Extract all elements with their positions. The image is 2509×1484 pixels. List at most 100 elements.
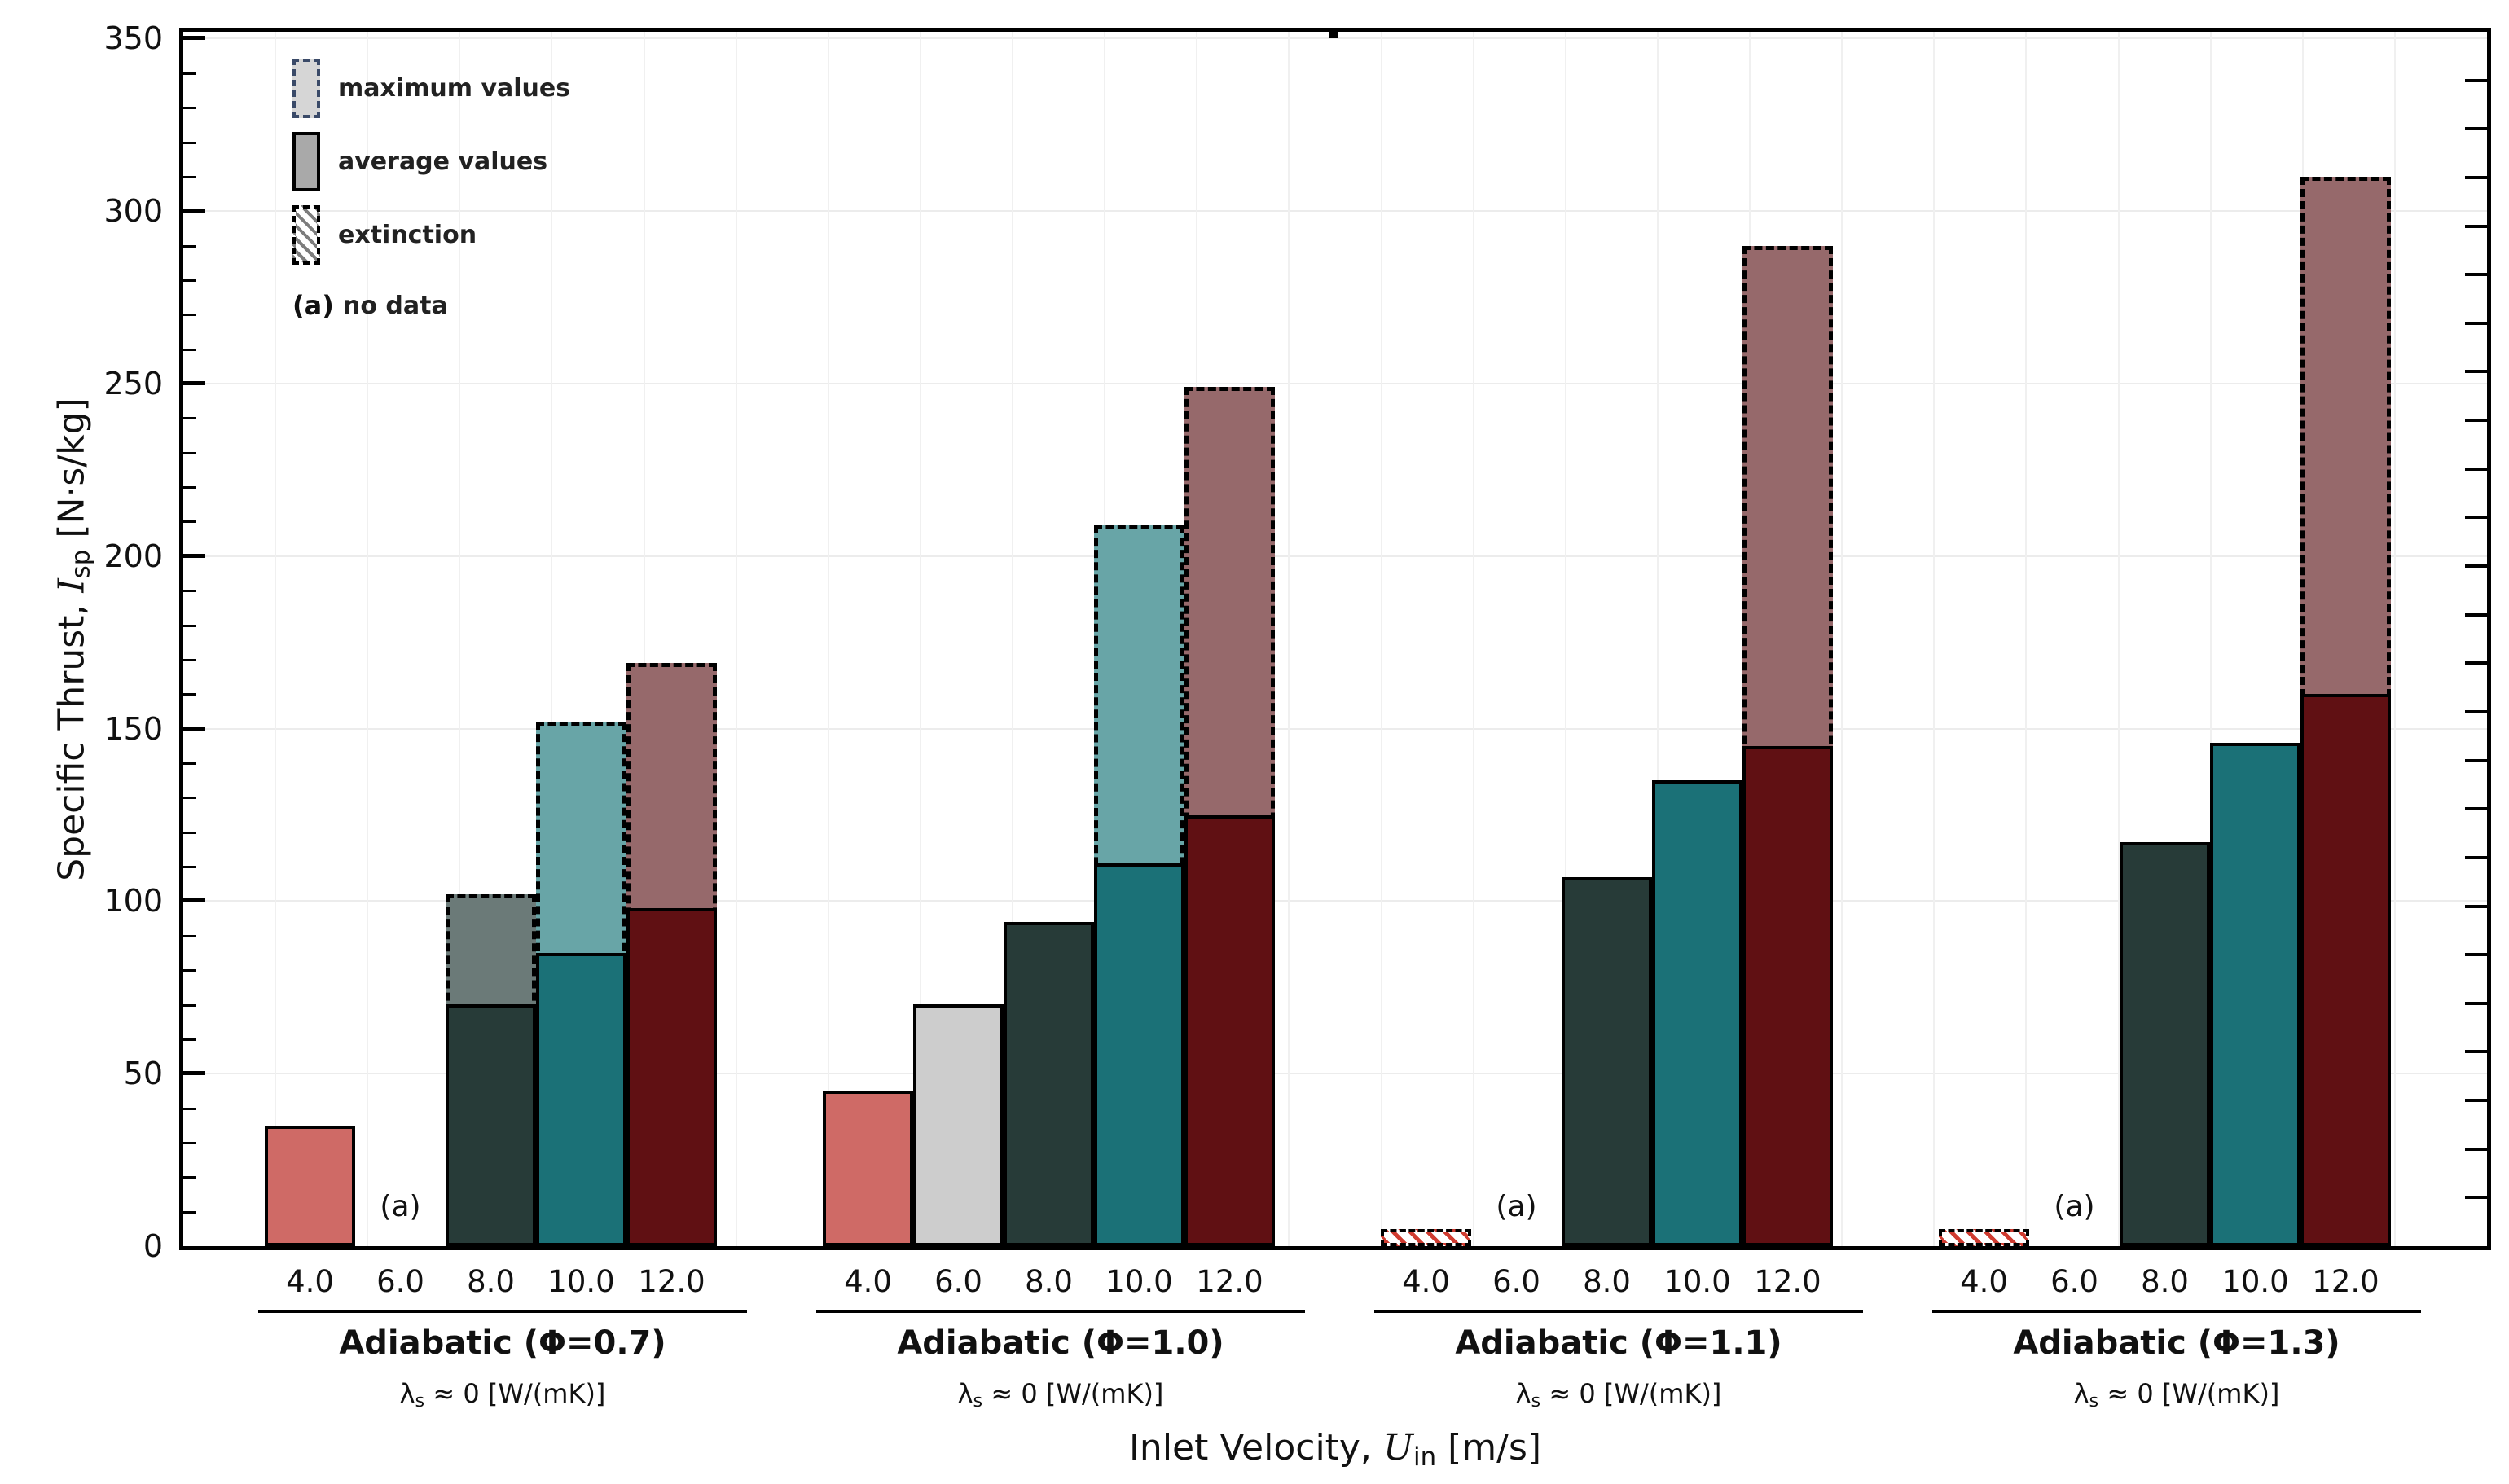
average-value-bar[interactable] <box>823 1091 913 1246</box>
average-value-bar[interactable] <box>2120 842 2210 1246</box>
average-value-bar[interactable] <box>1742 746 1833 1246</box>
vertical-gridline <box>919 32 921 1246</box>
y-right-tick <box>2465 1050 2487 1054</box>
average-value-bar[interactable] <box>1004 922 1094 1246</box>
x-tick-label: 10.0 <box>547 1264 615 1299</box>
y-right-tick <box>2465 1196 2487 1200</box>
y-minor-tick <box>183 141 196 144</box>
condition-text: s <box>1531 1390 1541 1412</box>
x-title-symbol: U <box>1382 1427 1414 1469</box>
y-minor-tick <box>183 107 196 110</box>
y-right-tick <box>2465 564 2487 569</box>
extinction-bar[interactable] <box>1381 1229 1471 1246</box>
horizontal-gridline <box>183 555 2487 557</box>
average-value-bar[interactable] <box>265 1126 355 1246</box>
y-minor-tick <box>183 1003 196 1007</box>
group-label: Adiabatic (Φ=1.1) <box>1455 1324 1782 1362</box>
vertical-gridline <box>367 32 369 1246</box>
y-right-tick <box>2465 321 2487 325</box>
group-condition-label: λs ≈ 0 [W/(mK)] <box>958 1378 1164 1412</box>
average-value-bar[interactable] <box>536 953 626 1246</box>
condition-text: λ <box>399 1378 415 1409</box>
y-right-tick <box>2465 807 2487 811</box>
y-minor-tick <box>183 1141 196 1144</box>
vertical-gridline <box>2209 32 2212 1246</box>
extinction-bar[interactable] <box>1939 1229 2029 1246</box>
legend: maximum values average values extinction… <box>292 59 570 321</box>
x-tick-label: 8.0 <box>1583 1264 1631 1299</box>
y-minor-tick <box>183 831 196 834</box>
y-minor-tick <box>183 1107 196 1110</box>
bar-group <box>823 32 1275 1246</box>
legend-item-extinction: extinction <box>292 205 570 265</box>
group-underline <box>816 1310 1305 1313</box>
x-tick-label: 4.0 <box>286 1264 334 1299</box>
average-value-bar[interactable] <box>1094 863 1184 1246</box>
y-minor-tick <box>183 1038 196 1041</box>
y-minor-tick <box>183 175 196 178</box>
vertical-gridline <box>459 32 461 1246</box>
condition-text: ≈ 0 [W/(mK)] <box>2098 1378 2280 1409</box>
average-value-bar[interactable] <box>626 908 717 1246</box>
average-value-bar[interactable] <box>2210 743 2300 1246</box>
x-tick-label: 6.0 <box>934 1264 982 1299</box>
y-right-tick <box>2465 1147 2487 1151</box>
y-minor-tick <box>183 451 196 454</box>
y-title-symbol: I <box>51 578 93 593</box>
x-axis-title: Inlet Velocity, Uin [m/s] <box>1129 1427 1541 1472</box>
group-label: Adiabatic (Φ=1.3) <box>2013 1324 2340 1362</box>
average-value-bar[interactable] <box>1562 877 1652 1246</box>
y-minor-tick <box>183 934 196 937</box>
vertical-gridline <box>1564 32 1566 1246</box>
group-underline <box>258 1310 747 1313</box>
condition-text: ≈ 0 [W/(mK)] <box>424 1378 606 1409</box>
y-tick-label: 200 <box>103 538 163 574</box>
y-right-tick <box>2465 78 2487 82</box>
y-right-tick <box>2465 1099 2487 1103</box>
x-tick-label: 12.0 <box>638 1264 705 1299</box>
y-right-tick <box>2465 612 2487 617</box>
horizontal-gridline <box>183 1073 2487 1075</box>
y-minor-tick <box>183 797 196 800</box>
plot-area: (a) (a) (a) maximum values average values … <box>179 28 2491 1250</box>
y-minor-tick <box>183 624 196 627</box>
bar-group: (a) <box>1939 32 2391 1246</box>
legend-item-maximum: maximum values <box>292 59 570 118</box>
x-title-prefix: Inlet Velocity, <box>1128 1427 1383 1469</box>
vertical-gridline <box>643 32 645 1246</box>
x-tick-label: 12.0 <box>1196 1264 1263 1299</box>
no-data-marker: (a) <box>292 290 334 321</box>
y-minor-tick <box>183 520 196 524</box>
y-major-tick <box>183 726 205 731</box>
average-value-bar[interactable] <box>1652 780 1742 1246</box>
x-tick-label: 8.0 <box>1025 1264 1073 1299</box>
x-tick-label: 10.0 <box>2221 1264 2289 1299</box>
y-minor-tick <box>183 590 196 593</box>
legend-label-average: average values <box>338 147 548 176</box>
y-right-tick <box>2465 855 2487 859</box>
average-values-swatch-icon <box>292 132 320 191</box>
legend-label-extinction: extinction <box>338 221 477 249</box>
y-right-tick <box>2465 661 2487 665</box>
x-title-subscript: in <box>1413 1442 1437 1473</box>
y-minor-tick <box>183 1176 196 1179</box>
y-right-tick <box>2465 953 2487 957</box>
average-value-bar[interactable] <box>446 1004 536 1246</box>
group-underline <box>1932 1310 2421 1313</box>
group-condition-label: λs ≈ 0 [W/(mK)] <box>2074 1378 2280 1412</box>
group-condition-label: λs ≈ 0 [W/(mK)] <box>400 1378 606 1412</box>
average-value-bar[interactable] <box>1184 815 1275 1246</box>
x-title-suffix: [m/s] <box>1436 1427 1542 1469</box>
y-tick-label: 150 <box>103 710 163 747</box>
average-value-bar[interactable] <box>913 1004 1004 1246</box>
y-tick-label: 50 <box>123 1056 163 1092</box>
y-title-prefix: Specific Thrust, <box>51 592 93 881</box>
no-data-annotation: (a) <box>2054 1190 2095 1223</box>
y-major-tick <box>183 898 205 903</box>
x-tick-label: 8.0 <box>467 1264 515 1299</box>
y-right-tick <box>2465 370 2487 374</box>
average-value-bar[interactable] <box>2300 694 2391 1246</box>
x-tick-label: 12.0 <box>2312 1264 2379 1299</box>
y-minor-tick <box>183 693 196 696</box>
